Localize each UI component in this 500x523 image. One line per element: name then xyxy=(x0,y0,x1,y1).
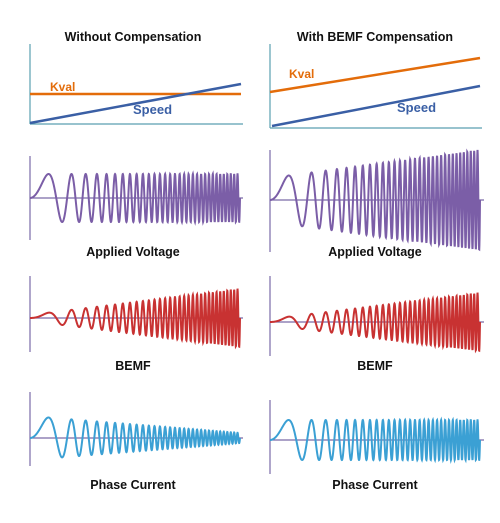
caption-phase-current-without-compensation: Phase Current xyxy=(90,478,176,492)
kval-line xyxy=(269,56,481,94)
phase-current-waveform xyxy=(270,416,481,464)
bemf-waveform xyxy=(30,288,241,350)
panel-bemf-with-bemf-compensation xyxy=(269,276,484,356)
panel-applied-voltage-without-compensation xyxy=(29,156,243,240)
panel-bemf-without-compensation xyxy=(29,276,243,352)
column-title-without-compensation: Without Compensation xyxy=(64,30,202,44)
applied-voltage-waveform xyxy=(30,170,241,226)
speed-line xyxy=(271,84,481,128)
kval-label: Kval xyxy=(289,67,314,81)
speed-label: Speed xyxy=(133,102,172,117)
header-graph-without-compensation: Kval Speed xyxy=(29,44,243,125)
bemf-waveform xyxy=(270,292,481,354)
caption-applied-voltage-without-compensation: Applied Voltage xyxy=(86,245,180,259)
panel-applied-voltage-with-bemf-compensation xyxy=(269,148,484,252)
phase-current-waveform xyxy=(30,416,241,459)
caption-bemf-without-compensation: BEMF xyxy=(115,359,151,373)
applied-voltage-waveform xyxy=(270,148,481,252)
panel-phase-current-with-bemf-compensation xyxy=(269,400,484,474)
panel-phase-current-without-compensation xyxy=(29,392,243,466)
speed-line xyxy=(29,82,242,125)
header-graph-with-bemf-compensation: Kval Speed xyxy=(269,44,482,129)
column-title-with-bemf-compensation: With BEMF Compensation xyxy=(296,30,454,44)
caption-phase-current-with-bemf-compensation: Phase Current xyxy=(332,478,418,492)
kval-label: Kval xyxy=(50,80,75,94)
speed-label: Speed xyxy=(397,100,436,115)
caption-bemf-with-bemf-compensation: BEMF xyxy=(357,359,393,373)
caption-applied-voltage-with-bemf-compensation: Applied Voltage xyxy=(328,245,422,259)
